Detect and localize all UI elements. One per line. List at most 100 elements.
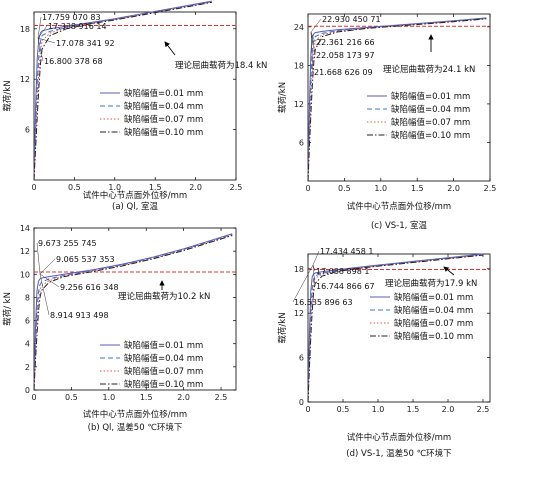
legend-entry: 缺陷幅值=0.10 mm [394, 331, 473, 342]
annotation-leader [310, 31, 316, 43]
x-axis-label: 试件中心节点面外位移/mm [83, 190, 187, 201]
x-tick-label: 1.5 [411, 184, 424, 193]
x-axis-label: 试件中心节点面外位移/mm [83, 409, 187, 420]
theory-label: 理论屈曲载荷为17.9 kN [385, 278, 477, 289]
plot-frame [33, 227, 237, 391]
y-tick-label: 4 [25, 340, 30, 349]
peak-annotation: 9.673 255 745 [38, 239, 97, 248]
y-tick-label: 14 [20, 224, 30, 233]
y-tick-label: 24 [294, 23, 304, 32]
series-line-4 [33, 1, 212, 181]
plot-frame [307, 253, 491, 403]
x-tick-label: 0 [305, 405, 310, 414]
peak-annotation: 17.338 916 14 [48, 22, 107, 31]
theory-arrow [443, 266, 455, 276]
theory-label: 理论屈曲载荷为24.1 kN [383, 64, 475, 75]
x-tick-label: 0 [31, 393, 36, 402]
series-line-3 [307, 254, 484, 403]
legend-entry: 缺陷幅值=0.10 mm [391, 130, 470, 141]
peak-annotation: 22.361 216 66 [316, 38, 375, 47]
y-tick-label: 0 [299, 398, 304, 407]
x-axis-label: 试件中心节点面外位移/mm [347, 432, 451, 443]
y-tick-label: 0 [25, 386, 30, 395]
peak-annotation: 21.668 626 09 [314, 68, 373, 77]
plot-frame [307, 13, 491, 182]
peak-annotation: 9.065 537 353 [56, 255, 115, 264]
x-tick-label: 2.0 [447, 184, 460, 193]
legend-entry: 缺陷幅值=0.07 mm [394, 318, 473, 329]
x-tick-label: 1.5 [140, 393, 153, 402]
x-tick-label: 1.0 [372, 405, 385, 414]
legend-entry: 缺陷幅值=0.10 mm [124, 379, 203, 390]
x-tick-label: 0.5 [337, 405, 350, 414]
annotation-leader [39, 258, 56, 275]
x-tick-label: 2.5 [215, 393, 228, 402]
x-tick-label: 2.0 [189, 183, 202, 192]
peak-annotation: 22.930 450 71 [322, 15, 381, 24]
annotation-leader [39, 273, 60, 288]
x-tick-label: 1.5 [407, 405, 420, 414]
annotation-leader [292, 264, 314, 303]
x-tick-label: 2.5 [484, 184, 497, 193]
x-tick-label: 2.5 [230, 183, 243, 192]
x-tick-label: 0.5 [338, 184, 351, 193]
annotation-leader [39, 273, 50, 316]
peak-annotation: 17.759 070 83 [42, 13, 101, 22]
x-tick-label: 0.5 [65, 393, 78, 402]
x-tick-label: 1.5 [149, 183, 162, 192]
panel-caption: (a) Ql, 室温 [112, 201, 158, 212]
legend-entry: 缺陷幅值=0.10 mm [124, 127, 203, 138]
y-tick-label: 12 [294, 100, 304, 109]
y-axis-label: 载荷/ kN [2, 292, 13, 326]
legend-entry: 缺陷幅值=0.04 mm [394, 305, 473, 316]
series-line-4 [33, 235, 233, 391]
annotation-leader [312, 250, 320, 266]
peak-annotation: 22.058 173 97 [316, 51, 375, 60]
peak-annotation: 17.434 458 1 [320, 247, 373, 256]
x-tick-label: 1.0 [108, 183, 121, 192]
theory-label: 理论屈曲载荷为18.4 kN [175, 60, 267, 71]
x-tick-label: 1.0 [374, 184, 387, 193]
y-tick-label: 18 [294, 265, 304, 274]
x-tick-label: 2.0 [177, 393, 190, 402]
annotation-leader [36, 242, 41, 275]
y-tick-label: 12 [20, 75, 30, 84]
peak-annotation: 17.038 898 1 [316, 267, 369, 276]
x-axis-label: 试件中心节点面外位移/mm [347, 201, 451, 212]
theory-arrow [164, 41, 176, 56]
legend-entry: 缺陷幅值=0.07 mm [124, 114, 203, 125]
legend-entry: 缺陷幅值=0.07 mm [124, 366, 203, 377]
plot-frame [33, 11, 237, 181]
y-axis-label: 载荷/kN [277, 82, 288, 113]
x-tick-label: 0 [305, 184, 310, 193]
series-line-4 [307, 18, 487, 182]
y-tick-label: 6 [299, 354, 304, 363]
y-tick-label: 10 [20, 270, 30, 279]
annotation-leader [37, 37, 44, 62]
x-tick-label: 2.5 [477, 405, 490, 414]
x-tick-label: 0.5 [68, 183, 81, 192]
y-axis-label: 载荷/kN [2, 80, 13, 111]
legend-entry: 缺陷幅值=0.04 mm [391, 104, 470, 115]
peak-annotation: 9.256 616 348 [60, 283, 119, 292]
y-axis-label: 载荷/kN [277, 312, 288, 343]
y-tick-label: 6 [299, 138, 304, 147]
peak-annotation: 16.800 378 68 [44, 57, 103, 66]
legend-entry: 缺陷幅值=0.04 mm [124, 353, 203, 364]
panel-caption: (d) VS-1, 温差50 ℃环境下 [346, 448, 452, 459]
annotation-leader [310, 31, 316, 56]
y-tick-label: 8 [25, 293, 30, 302]
annotation-leader [37, 25, 48, 39]
legend-entry: 缺陷幅值=0.01 mm [124, 340, 203, 351]
panel-caption: (c) VS-1, 室温 [371, 220, 428, 231]
peak-annotation: 8.914 913 498 [50, 311, 109, 320]
series-line-1 [33, 233, 233, 391]
series-line-2 [307, 17, 487, 182]
y-tick-label: 6 [25, 317, 30, 326]
y-tick-label: 6 [25, 126, 30, 135]
series-line-4 [307, 254, 484, 403]
annotation-leader [312, 264, 316, 287]
y-tick-label: 12 [20, 247, 30, 256]
y-tick-label: 18 [294, 61, 304, 70]
